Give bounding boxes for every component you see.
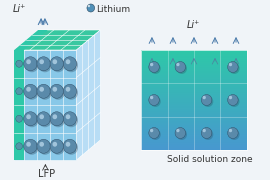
Ellipse shape [175, 62, 185, 73]
Ellipse shape [229, 129, 239, 140]
Ellipse shape [52, 114, 57, 119]
Ellipse shape [66, 142, 70, 147]
Ellipse shape [201, 127, 212, 138]
Ellipse shape [149, 127, 159, 138]
Ellipse shape [150, 63, 161, 74]
Ellipse shape [229, 129, 232, 132]
Ellipse shape [63, 57, 77, 71]
Ellipse shape [52, 141, 65, 155]
Ellipse shape [88, 5, 90, 7]
Ellipse shape [50, 57, 63, 71]
Ellipse shape [24, 112, 37, 126]
Ellipse shape [65, 58, 78, 72]
Bar [14, 50, 24, 160]
Ellipse shape [25, 58, 39, 72]
Ellipse shape [38, 141, 52, 155]
Ellipse shape [229, 63, 232, 66]
Ellipse shape [63, 84, 77, 98]
Ellipse shape [24, 84, 37, 98]
Text: Lithium: Lithium [96, 4, 131, 14]
Ellipse shape [228, 94, 238, 105]
Ellipse shape [66, 87, 70, 92]
Ellipse shape [25, 86, 39, 100]
Ellipse shape [203, 96, 213, 107]
Ellipse shape [16, 60, 22, 67]
Ellipse shape [16, 115, 22, 122]
Polygon shape [14, 30, 100, 50]
Ellipse shape [39, 142, 44, 147]
Ellipse shape [177, 129, 187, 140]
Ellipse shape [50, 139, 63, 153]
Ellipse shape [65, 113, 78, 127]
Ellipse shape [149, 62, 159, 73]
Ellipse shape [26, 114, 31, 119]
Ellipse shape [150, 129, 161, 140]
Ellipse shape [39, 59, 44, 64]
Ellipse shape [65, 141, 78, 155]
Ellipse shape [66, 114, 70, 119]
Ellipse shape [203, 129, 213, 140]
Ellipse shape [175, 127, 185, 138]
Ellipse shape [24, 57, 37, 71]
Ellipse shape [52, 58, 65, 72]
Ellipse shape [38, 113, 52, 127]
Ellipse shape [25, 141, 39, 155]
Ellipse shape [202, 96, 206, 99]
Ellipse shape [177, 63, 187, 74]
Ellipse shape [229, 96, 239, 107]
Ellipse shape [50, 112, 63, 126]
Ellipse shape [52, 113, 65, 127]
Ellipse shape [37, 84, 50, 98]
Ellipse shape [26, 59, 31, 64]
Ellipse shape [38, 58, 52, 72]
Ellipse shape [16, 88, 22, 95]
Ellipse shape [26, 142, 31, 147]
Text: Solid solution zone: Solid solution zone [167, 155, 253, 164]
Ellipse shape [229, 96, 232, 99]
Ellipse shape [150, 129, 153, 132]
Ellipse shape [52, 59, 57, 64]
Ellipse shape [66, 59, 70, 64]
Ellipse shape [38, 86, 52, 100]
Ellipse shape [202, 129, 206, 132]
Ellipse shape [150, 63, 153, 66]
Ellipse shape [63, 139, 77, 153]
Ellipse shape [149, 94, 159, 105]
Ellipse shape [201, 94, 212, 105]
Ellipse shape [25, 113, 39, 127]
Ellipse shape [50, 84, 63, 98]
Ellipse shape [176, 129, 180, 132]
Ellipse shape [24, 139, 37, 153]
Ellipse shape [150, 96, 161, 107]
Ellipse shape [228, 127, 238, 138]
Ellipse shape [229, 63, 239, 74]
Ellipse shape [39, 114, 44, 119]
Ellipse shape [228, 62, 238, 73]
Ellipse shape [52, 142, 57, 147]
Ellipse shape [52, 86, 65, 100]
Ellipse shape [16, 143, 22, 150]
Ellipse shape [87, 4, 94, 12]
Ellipse shape [39, 87, 44, 92]
Ellipse shape [63, 112, 77, 126]
Ellipse shape [37, 139, 50, 153]
Ellipse shape [65, 86, 78, 100]
Bar [14, 50, 76, 160]
Text: Li⁺: Li⁺ [12, 4, 26, 14]
Text: LFP: LFP [38, 169, 55, 179]
Ellipse shape [176, 63, 180, 66]
Ellipse shape [37, 112, 50, 126]
Polygon shape [14, 30, 48, 50]
Ellipse shape [37, 57, 50, 71]
Bar [141, 50, 247, 150]
Ellipse shape [26, 87, 31, 92]
Ellipse shape [150, 96, 153, 99]
Polygon shape [76, 30, 100, 160]
Ellipse shape [52, 87, 57, 92]
Text: Li⁺: Li⁺ [186, 20, 200, 30]
